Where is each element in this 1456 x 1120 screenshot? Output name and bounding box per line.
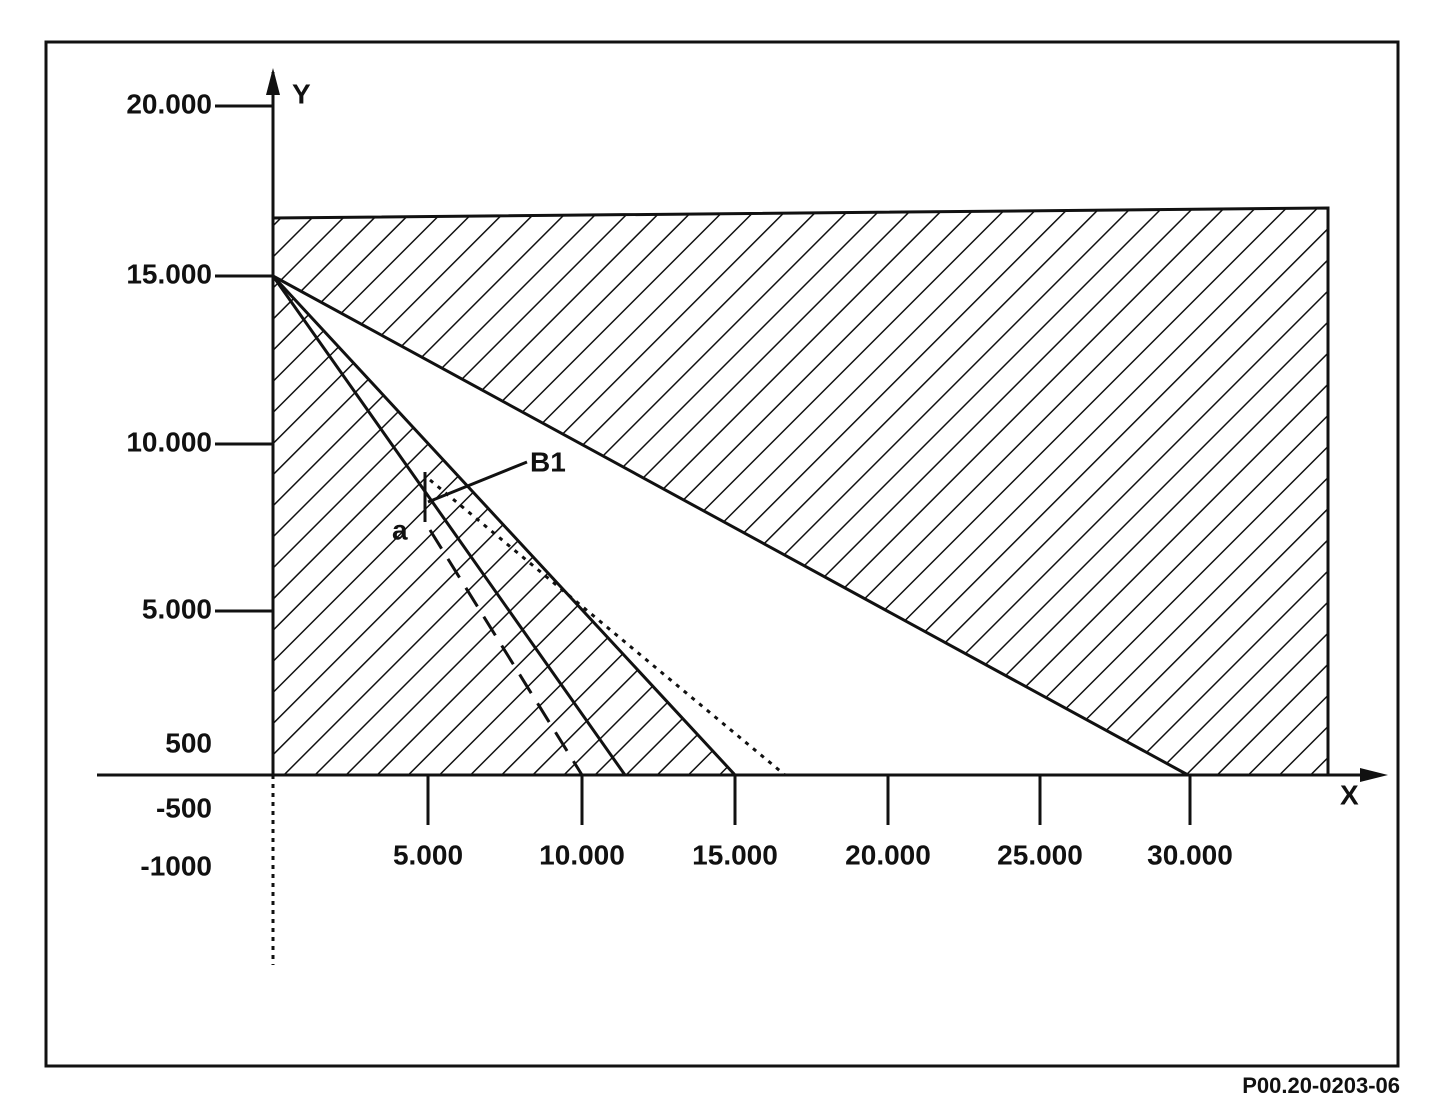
y-tick-label: 500 bbox=[165, 727, 212, 758]
y-tick-label: -500 bbox=[156, 792, 212, 823]
y-arrow bbox=[266, 68, 280, 95]
y-tick-label: 15.000 bbox=[126, 258, 212, 289]
y-tick-label: 10.000 bbox=[126, 426, 212, 457]
dotted-line bbox=[429, 478, 786, 777]
x-tick-label: 25.000 bbox=[997, 839, 1083, 870]
y-axis-label: Y bbox=[292, 78, 311, 109]
region-border bbox=[272, 206, 1330, 775]
leader-line bbox=[427, 460, 528, 504]
x-tick-label: 10.000 bbox=[539, 839, 625, 870]
x-tick-label: 30.000 bbox=[1147, 839, 1233, 870]
y-tick-label: 5.000 bbox=[142, 593, 212, 624]
y-tick-label: -1000 bbox=[140, 850, 212, 881]
x-tick-label: 20.000 bbox=[845, 839, 931, 870]
x-tick-label: 5.000 bbox=[393, 839, 463, 870]
solid-line bbox=[271, 275, 627, 776]
x-tick-label: 15.000 bbox=[692, 839, 778, 870]
hatched-region bbox=[273, 208, 1328, 775]
x-axis-label: X bbox=[1340, 779, 1359, 810]
x-arrow bbox=[1360, 768, 1388, 782]
dashed-line bbox=[428, 529, 584, 776]
boundary-line bbox=[271, 274, 737, 777]
y-tick-label: 20.000 bbox=[126, 88, 212, 119]
boundary-line bbox=[272, 274, 1189, 777]
label-b1: B1 bbox=[530, 446, 566, 477]
label-a: a bbox=[392, 514, 408, 545]
figure-id: P00.20-0203-06 bbox=[1242, 1073, 1400, 1098]
frame bbox=[44, 40, 1400, 1068]
